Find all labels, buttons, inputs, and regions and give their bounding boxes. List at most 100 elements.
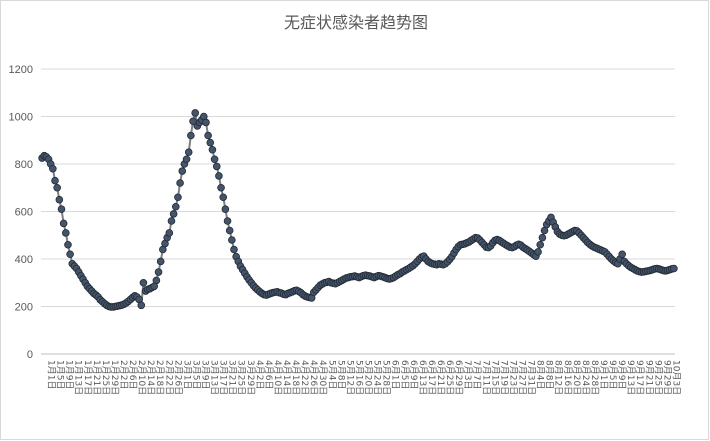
- x-tick-label: 8月8日: [544, 360, 555, 389]
- x-tick-label: 2月18日: [154, 360, 165, 395]
- x-tick-label: 5月16日: [353, 360, 364, 395]
- x-tick-label: 7月19日: [498, 360, 509, 395]
- data-point: [534, 248, 542, 256]
- x-tick-label: 6月1日: [390, 360, 401, 389]
- x-tick-label: 1月17日: [82, 360, 93, 395]
- x-tick-label: 9月1日: [598, 360, 609, 389]
- x-tick-label: 9月5日: [607, 360, 618, 389]
- x-tick-label: 3月5日: [190, 360, 201, 389]
- x-tick-label: 3月25日: [236, 360, 247, 395]
- x-tick-label: 7月11日: [480, 360, 491, 395]
- data-point: [215, 172, 223, 180]
- x-tick-label: 5月8日: [335, 360, 346, 389]
- data-point: [137, 301, 146, 310]
- x-tick-label: 7月23日: [507, 360, 518, 395]
- y-tick-label: 200: [15, 302, 33, 314]
- x-tick-label: 6月17日: [426, 360, 437, 395]
- x-tick-label: 5月28日: [381, 360, 392, 395]
- x-tick-label: 1月25日: [100, 360, 111, 395]
- x-tick-label: 6月13日: [417, 360, 428, 395]
- data-point: [64, 240, 72, 249]
- x-tick-label: 6月29日: [453, 360, 464, 395]
- x-tick-label: 4月18日: [290, 360, 301, 395]
- data-point: [187, 131, 195, 140]
- data-point: [223, 217, 232, 225]
- data-point: [206, 138, 215, 147]
- x-tick-label: 5月4日: [326, 360, 337, 389]
- data-point: [221, 205, 230, 213]
- x-tick-label: 7月27日: [517, 360, 528, 395]
- x-tick-label: 7月3日: [462, 360, 473, 389]
- data-point: [171, 202, 180, 211]
- chart-title: 无症状感染者趋势图: [284, 13, 428, 32]
- data-point: [156, 257, 165, 266]
- x-tick-label: 3月17日: [218, 360, 229, 395]
- data-point: [538, 233, 547, 242]
- data-point: [210, 155, 219, 164]
- data-point: [178, 167, 187, 175]
- x-tick-label: 6月9日: [408, 360, 419, 389]
- x-tick-label: 3月29日: [245, 360, 256, 395]
- x-tick-label: 9月17日: [634, 360, 645, 395]
- y-tick-label: 1000: [9, 112, 33, 124]
- x-tick-label: 2月6日: [127, 360, 138, 389]
- data-point: [212, 162, 221, 171]
- data-point: [230, 245, 238, 254]
- data-point: [204, 131, 212, 140]
- x-tick-label: 1月9日: [64, 360, 75, 389]
- data-point: [51, 176, 59, 185]
- data-point: [670, 264, 678, 273]
- x-tick-label: 3月9日: [200, 360, 211, 389]
- data-point: [53, 183, 61, 192]
- x-tick-label: 1月29日: [109, 360, 120, 395]
- y-axis-ticks: 0 200 400 600 800 1000 1200: [9, 64, 33, 361]
- x-tick-label: 4月10日: [272, 360, 283, 395]
- x-tick-label: 9月29日: [661, 360, 672, 395]
- x-tick-label: 3月1日: [181, 360, 192, 389]
- x-tick-label: 9月25日: [652, 360, 663, 395]
- data-point: [228, 236, 236, 244]
- data-point: [139, 278, 148, 287]
- x-tick-label: 5月20日: [363, 360, 374, 395]
- x-tick-label: 8月12日: [553, 360, 564, 395]
- gridlines: [41, 68, 675, 355]
- x-axis-ticks: 1月1日 1月5日 1月9日 1月13日 1月17日 1月21日 1月25日 1月29日 2月2…: [46, 360, 682, 395]
- data-point: [182, 155, 191, 164]
- data-point: [225, 226, 234, 235]
- x-tick-label: 4月22日: [299, 360, 310, 395]
- x-tick-label: 2月2日: [118, 360, 129, 389]
- x-tick-label: 1月13日: [73, 360, 84, 395]
- data-point: [174, 193, 182, 202]
- data-point: [167, 217, 176, 225]
- x-tick-label: 2月10日: [136, 360, 147, 395]
- x-tick-label: 1月21日: [91, 360, 102, 395]
- data-point: [184, 148, 193, 156]
- data-point: [66, 250, 74, 259]
- x-tick-label: 2月26日: [172, 360, 183, 395]
- x-tick-label: 1月1日: [46, 360, 57, 389]
- data-point: [152, 276, 161, 285]
- x-tick-label: 4月2日: [254, 360, 265, 389]
- y-tick-label: 400: [15, 254, 33, 266]
- x-tick-label: 8月16日: [562, 360, 573, 395]
- data-points: [38, 109, 678, 311]
- x-tick-label: 2月14日: [145, 360, 156, 395]
- y-tick-label: 0: [27, 349, 33, 361]
- data-point: [208, 145, 217, 154]
- x-tick-label: 5月12日: [344, 360, 355, 395]
- x-tick-label: 4月6日: [263, 360, 274, 389]
- y-tick-label: 600: [15, 207, 33, 219]
- y-tick-label: 1200: [9, 64, 33, 76]
- x-tick-label: 10月3日: [670, 360, 681, 395]
- x-tick-label: 7月7日: [471, 360, 482, 389]
- x-tick-label: 8月20日: [571, 360, 582, 395]
- x-tick-label: 7月31日: [526, 360, 537, 395]
- data-point: [57, 205, 66, 213]
- data-point: [165, 229, 174, 237]
- x-tick-label: 9月9日: [616, 360, 627, 389]
- data-point: [169, 210, 178, 218]
- data-point: [219, 193, 228, 202]
- data-point: [59, 219, 68, 228]
